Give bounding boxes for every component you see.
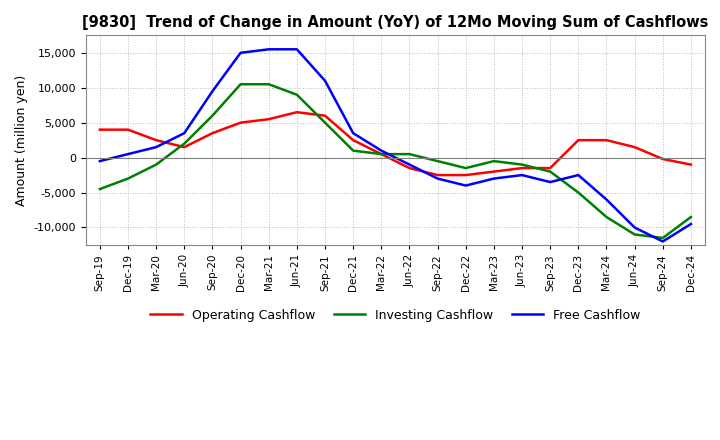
Free Cashflow — [462, 183, 470, 188]
Free Cashflow — [264, 47, 273, 52]
Free Cashflow — [630, 225, 639, 230]
Free Cashflow — [602, 197, 611, 202]
Operating Cashflow — [546, 165, 554, 171]
Investing Cashflow — [264, 81, 273, 87]
Line: Free Cashflow: Free Cashflow — [100, 49, 691, 242]
Operating Cashflow — [236, 120, 245, 125]
Operating Cashflow — [320, 113, 329, 118]
Free Cashflow — [152, 144, 161, 150]
Investing Cashflow — [462, 165, 470, 171]
Free Cashflow — [292, 47, 301, 52]
Line: Operating Cashflow: Operating Cashflow — [100, 112, 691, 175]
Investing Cashflow — [124, 176, 132, 181]
Investing Cashflow — [546, 169, 554, 174]
Investing Cashflow — [405, 151, 414, 157]
Investing Cashflow — [320, 120, 329, 125]
Investing Cashflow — [433, 158, 442, 164]
Free Cashflow — [687, 221, 696, 227]
Free Cashflow — [96, 158, 104, 164]
Operating Cashflow — [349, 138, 358, 143]
Investing Cashflow — [96, 187, 104, 192]
Free Cashflow — [349, 131, 358, 136]
Free Cashflow — [518, 172, 526, 178]
Free Cashflow — [377, 148, 386, 153]
Investing Cashflow — [292, 92, 301, 97]
Operating Cashflow — [377, 151, 386, 157]
Operating Cashflow — [630, 144, 639, 150]
Free Cashflow — [124, 151, 132, 157]
Operating Cashflow — [152, 138, 161, 143]
Line: Investing Cashflow: Investing Cashflow — [100, 84, 691, 238]
Operating Cashflow — [292, 110, 301, 115]
Free Cashflow — [659, 239, 667, 244]
Investing Cashflow — [377, 151, 386, 157]
Operating Cashflow — [180, 144, 189, 150]
Operating Cashflow — [687, 162, 696, 167]
Free Cashflow — [433, 176, 442, 181]
Investing Cashflow — [349, 148, 358, 153]
Operating Cashflow — [433, 172, 442, 178]
Free Cashflow — [320, 78, 329, 84]
Free Cashflow — [405, 162, 414, 167]
Operating Cashflow — [602, 138, 611, 143]
Investing Cashflow — [574, 190, 582, 195]
Operating Cashflow — [264, 117, 273, 122]
Y-axis label: Amount (million yen): Amount (million yen) — [15, 74, 28, 206]
Legend: Operating Cashflow, Investing Cashflow, Free Cashflow: Operating Cashflow, Investing Cashflow, … — [145, 304, 645, 327]
Free Cashflow — [208, 88, 217, 94]
Free Cashflow — [574, 172, 582, 178]
Operating Cashflow — [208, 131, 217, 136]
Free Cashflow — [236, 50, 245, 55]
Operating Cashflow — [96, 127, 104, 132]
Investing Cashflow — [687, 214, 696, 220]
Investing Cashflow — [630, 232, 639, 237]
Free Cashflow — [180, 131, 189, 136]
Free Cashflow — [546, 180, 554, 185]
Operating Cashflow — [405, 165, 414, 171]
Investing Cashflow — [659, 235, 667, 241]
Investing Cashflow — [208, 113, 217, 118]
Title: [9830]  Trend of Change in Amount (YoY) of 12Mo Moving Sum of Cashflows: [9830] Trend of Change in Amount (YoY) o… — [82, 15, 708, 30]
Free Cashflow — [490, 176, 498, 181]
Investing Cashflow — [518, 162, 526, 167]
Investing Cashflow — [490, 158, 498, 164]
Operating Cashflow — [124, 127, 132, 132]
Investing Cashflow — [236, 81, 245, 87]
Operating Cashflow — [518, 165, 526, 171]
Operating Cashflow — [490, 169, 498, 174]
Investing Cashflow — [602, 214, 611, 220]
Investing Cashflow — [152, 162, 161, 167]
Operating Cashflow — [462, 172, 470, 178]
Operating Cashflow — [574, 138, 582, 143]
Operating Cashflow — [659, 156, 667, 161]
Investing Cashflow — [180, 141, 189, 146]
